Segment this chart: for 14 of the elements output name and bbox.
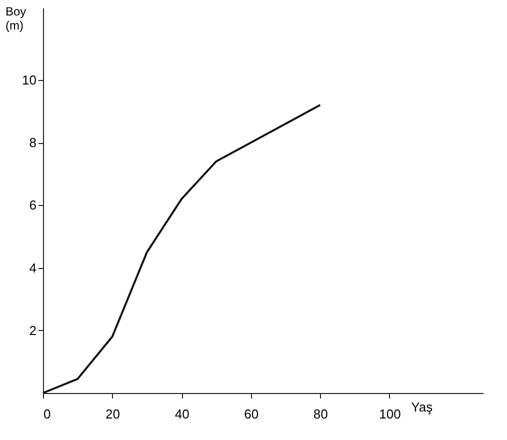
x-tick-label: 80 [313,406,328,422]
y-tick-label: 8 [29,135,36,150]
y-tick-label: 10 [22,72,36,88]
x-tick-label: 20 [106,406,120,422]
x-axis-title: Yaş [411,400,434,414]
y-tick-label: 6 [29,198,36,213]
line-series [42,104,322,394]
y-tick-label: 4 [29,260,36,276]
x-tick-label: 100 [379,406,401,422]
y-tick-label: 2 [29,322,36,338]
x-tick-label: 60 [244,406,259,422]
x-tick-label: 40 [174,406,190,422]
x-tick-label: 0 [44,406,51,422]
y-axis-title: Boy (m) [6,4,26,32]
